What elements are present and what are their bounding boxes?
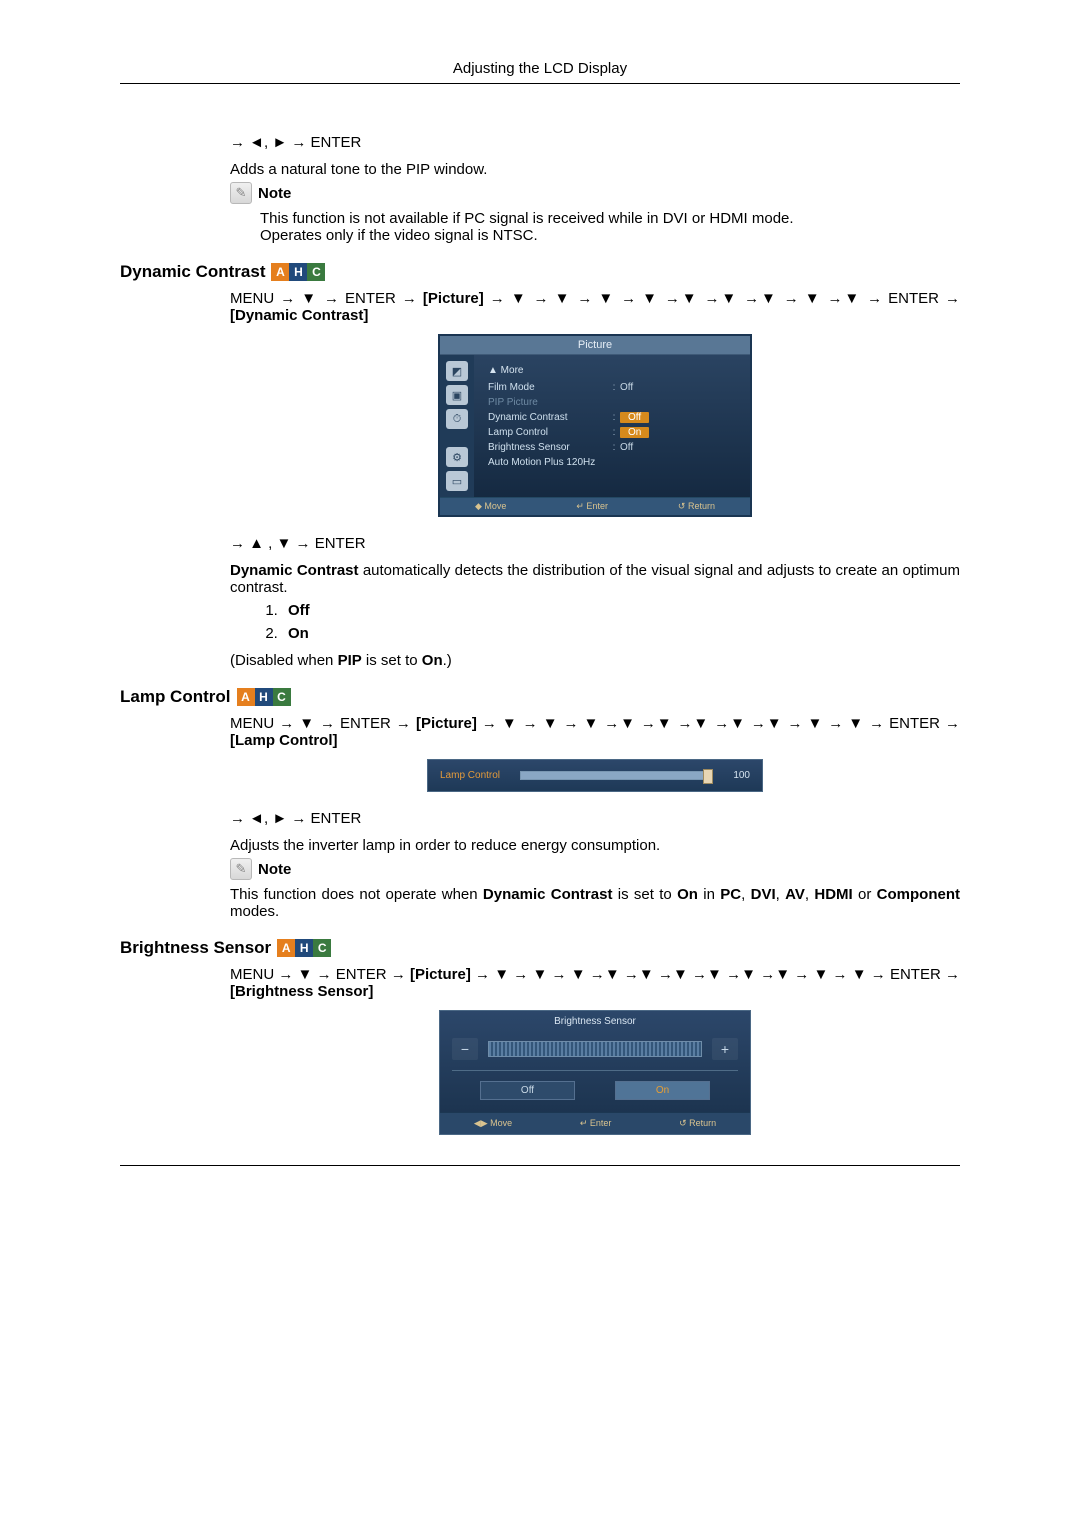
note-icon: ✎ [230, 858, 252, 880]
dc-menu-path: MENU → ▼ → ENTER → [Picture] → ▼ → ▼ → ▼… [230, 290, 960, 324]
note-icon: ✎ [230, 182, 252, 204]
osd-bs-off[interactable]: Off [480, 1081, 575, 1100]
osd-icon-spacer [446, 433, 468, 443]
osd-row[interactable]: Dynamic Contrast:Off [488, 410, 740, 425]
osd-picture-wrap: Picture ◩ ▣ ⏱ ⚙ ▭ ▲ More Film Mode:Off PI… [230, 334, 960, 517]
osd-lamp-label: Lamp Control [440, 770, 510, 781]
lc-menu-path: MENU → ▼ → ENTER → [Picture] → ▼ → ▼ → ▼… [230, 715, 960, 749]
page-header: Adjusting the LCD Display [120, 60, 960, 84]
heading-dynamic-contrast: Dynamic Contrast A H C [120, 262, 960, 282]
dc-disabled-note: (Disabled when PIP is set to On.) [230, 652, 960, 669]
osd-icon-picture: ◩ [446, 361, 468, 381]
osd-bs-title: Brightness Sensor [440, 1011, 750, 1032]
lc-desc: Adjusts the inverter lamp in order to re… [230, 837, 960, 854]
badge-c: C [307, 263, 325, 281]
osd-bs-footer-move: ◀▶ Move [474, 1118, 512, 1129]
osd-row-label: Dynamic Contrast [488, 412, 608, 423]
dc-summary: Dynamic Contrast automatically detects t… [230, 562, 960, 596]
osd-row-value: On [620, 427, 649, 438]
badge-h: H [255, 688, 273, 706]
osd-more: ▲ More [488, 361, 740, 380]
nav-lr-enter-2: → ◄, ► → ENTER [230, 810, 960, 827]
badge-a: A [271, 263, 289, 281]
osd-picture-content: ▲ More Film Mode:Off PIP Picture Dynamic C… [474, 355, 750, 497]
note-label: Note [258, 185, 291, 202]
osd-side-icons: ◩ ▣ ⏱ ⚙ ▭ [440, 355, 474, 497]
osd-bs-bar[interactable] [488, 1041, 702, 1057]
osd-row-value: Off [620, 382, 633, 393]
osd-bs-on[interactable]: On [615, 1081, 710, 1100]
osd-lamp-track[interactable] [520, 771, 712, 780]
lc-body: MENU → ▼ → ENTER → [Picture] → ▼ → ▼ → ▼… [230, 715, 960, 920]
osd-row-value: Off [620, 442, 633, 453]
heading-brightness-sensor: Brightness Sensor A H C [120, 938, 960, 958]
badge-a: A [277, 939, 295, 957]
badge-row: A H C [277, 939, 331, 957]
osd-lamp: Lamp Control 100 [427, 759, 763, 792]
nav-lr-enter: → ◄, ► → ENTER [230, 134, 960, 151]
osd-row-label: Auto Motion Plus 120Hz [488, 457, 608, 468]
osd-icon-input: ▣ [446, 385, 468, 405]
osd-bs-plus[interactable]: + [712, 1038, 738, 1060]
page: Adjusting the LCD Display → ◄, ► → ENTER… [0, 0, 1080, 1226]
bs-menu-path: MENU → ▼ → ENTER → [Picture] → ▼ → ▼ → ▼… [230, 966, 960, 1000]
osd-bs-footer-return: ↺ Return [679, 1118, 716, 1129]
osd-lamp-handle[interactable] [703, 769, 713, 784]
badge-h: H [295, 939, 313, 957]
osd-bs-divider [452, 1070, 738, 1071]
heading-text: Lamp Control [120, 687, 231, 707]
osd-brightness-wrap: Brightness Sensor − + Off On ◀▶ Move ↵ E… [230, 1010, 960, 1135]
osd-picture-title: Picture [440, 336, 750, 355]
osd-icon-multi: ▭ [446, 471, 468, 491]
osd-lamp-value: 100 [722, 770, 750, 781]
heading-lamp-control: Lamp Control A H C [120, 687, 960, 707]
osd-row[interactable]: Lamp Control:On [488, 425, 740, 440]
heading-text: Brightness Sensor [120, 938, 271, 958]
osd-icon-setup: ⚙ [446, 447, 468, 467]
lc-note-body: This function does not operate when Dyna… [230, 886, 960, 920]
osd-picture: Picture ◩ ▣ ⏱ ⚙ ▭ ▲ More Film Mode:Off PI… [438, 334, 752, 517]
osd-brightness: Brightness Sensor − + Off On ◀▶ Move ↵ E… [439, 1010, 751, 1135]
badge-a: A [237, 688, 255, 706]
osd-bs-minus[interactable]: − [452, 1038, 478, 1060]
osd-row-label: Brightness Sensor [488, 442, 608, 453]
osd-row-label: Film Mode [488, 382, 608, 393]
osd-footer: ◆ Move ↵ Enter ↺ Return [440, 497, 750, 515]
badge-row: A H C [237, 688, 291, 706]
nav-ud-enter: → ▲ , ▼ → ENTER [230, 535, 960, 552]
osd-bs-footer: ◀▶ Move ↵ Enter ↺ Return [440, 1112, 750, 1134]
osd-row-label: PIP Picture [488, 397, 608, 408]
osd-row-value: Off [620, 412, 649, 423]
note-line-2: Operates only if the video signal is NTS… [260, 227, 538, 244]
osd-footer-return: ↺ Return [678, 501, 715, 512]
section-pip-tone: → ◄, ► → ENTER Adds a natural tone to th… [230, 134, 960, 244]
osd-row[interactable]: Auto Motion Plus 120Hz [488, 455, 740, 470]
osd-footer-move: ◆ Move [475, 501, 506, 512]
bottom-rule [120, 1165, 960, 1166]
osd-footer-enter: ↵ Enter [576, 501, 608, 512]
osd-row-label: Lamp Control [488, 427, 608, 438]
note-line-1: This function is not available if PC sig… [260, 210, 794, 227]
badge-c: C [313, 939, 331, 957]
osd-row[interactable]: PIP Picture [488, 395, 740, 410]
badge-row: A H C [271, 263, 325, 281]
pip-tone-desc: Adds a natural tone to the PIP window. [230, 161, 960, 178]
osd-icon-timer: ⏱ [446, 409, 468, 429]
note-label: Note [258, 861, 291, 878]
dc-option-off: Off [282, 602, 960, 619]
osd-lamp-wrap: Lamp Control 100 [230, 759, 960, 792]
badge-c: C [273, 688, 291, 706]
osd-row[interactable]: Brightness Sensor:Off [488, 440, 740, 455]
heading-text: Dynamic Contrast [120, 262, 265, 282]
dc-options: Off On [230, 602, 960, 642]
osd-lamp-fill [521, 772, 711, 779]
pip-tone-note-body: This function is not available if PC sig… [260, 210, 960, 244]
bs-body: MENU → ▼ → ENTER → [Picture] → ▼ → ▼ → ▼… [230, 966, 960, 1135]
osd-row[interactable]: Film Mode:Off [488, 380, 740, 395]
osd-bs-footer-enter: ↵ Enter [580, 1118, 612, 1129]
dc-body: MENU → ▼ → ENTER → [Picture] → ▼ → ▼ → ▼… [230, 290, 960, 669]
dc-option-on: On [282, 625, 960, 642]
badge-h: H [289, 263, 307, 281]
